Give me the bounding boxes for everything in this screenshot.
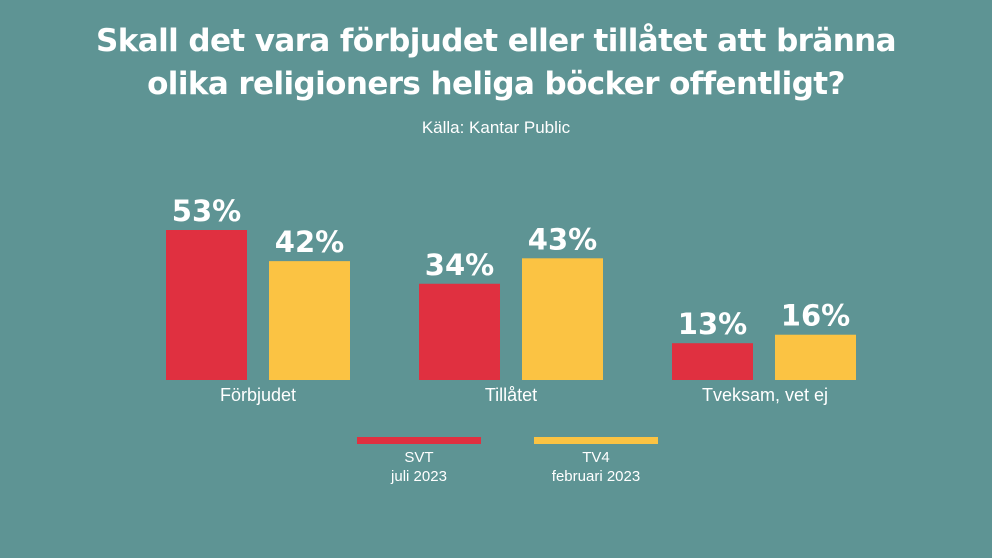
bar-tv4-forbjudet <box>269 261 350 380</box>
data-label-tv4-tillatet: 43% <box>528 222 597 256</box>
bar-chart: 53% 34% 13% 42% 43% 16% Förbjudet Tillåtet Tveks… <box>166 194 856 405</box>
data-label-tv4-forbjudet: 42% <box>275 225 344 259</box>
chart-title-line-2: olika religioners heliga böcker offentli… <box>147 66 845 102</box>
category-label-forbjudet: Förbjudet <box>220 385 296 405</box>
legend-swatch-svt <box>357 437 481 444</box>
legend-item-svt: SVT juli 2023 <box>357 437 481 486</box>
category-label-tillatet: Tillåtet <box>485 385 537 405</box>
category-label-tveksam-vet-ej: Tveksam, vet ej <box>702 385 828 405</box>
data-label-svt-tillatet: 34% <box>425 248 494 282</box>
legend-label-svt: SVT <box>404 449 434 466</box>
data-label-svt-tveksam-vet-ej: 13% <box>678 307 747 341</box>
chart-title-line-1: Skall det vara förbjudet eller tillåtet … <box>96 23 897 59</box>
bar-tv4-tillatet <box>522 258 603 380</box>
legend-item-tv4: TV4 februari 2023 <box>534 437 658 486</box>
bar-tv4-tveksam-vet-ej <box>775 334 856 380</box>
bar-svt-tveksam-vet-ej <box>672 343 753 380</box>
data-label-tv4-tveksam-vet-ej: 16% <box>781 299 850 333</box>
legend-sublabel-svt: juli 2023 <box>391 468 447 485</box>
legend-label-tv4: TV4 <box>582 449 610 466</box>
legend-swatch-tv4 <box>534 437 658 444</box>
chart-title: Skall det vara förbjudet eller tillåtet … <box>0 20 992 106</box>
chart-source: Källa: Kantar Public <box>421 118 571 137</box>
bar-svt-tillatet <box>419 283 500 380</box>
legend-sublabel-tv4: februari 2023 <box>551 468 641 485</box>
bar-svt-forbjudet <box>166 230 247 380</box>
data-label-svt-forbjudet: 53% <box>172 194 241 228</box>
